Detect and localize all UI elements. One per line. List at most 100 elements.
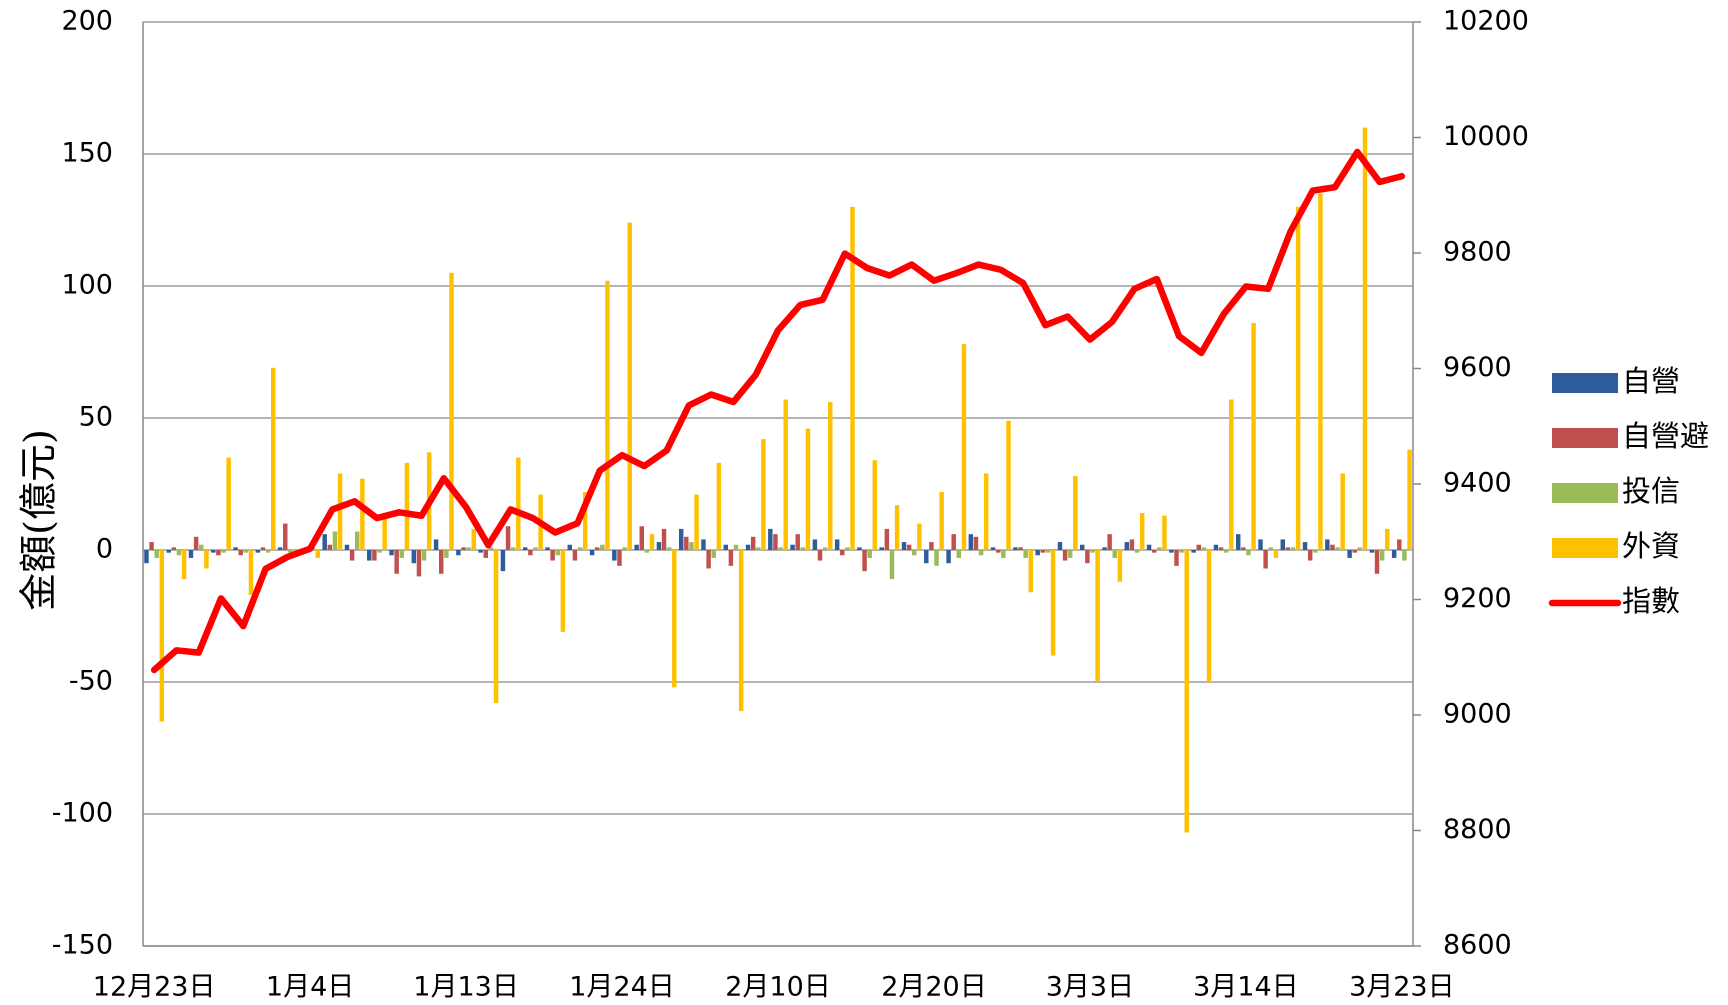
bar [399, 550, 405, 558]
bar [1067, 550, 1073, 558]
bar [1352, 550, 1357, 553]
bar [956, 550, 962, 558]
bar [159, 550, 165, 722]
bar [612, 550, 617, 561]
bar [768, 528, 773, 550]
bar [226, 457, 231, 550]
bar [661, 528, 667, 550]
x-tick-label: 1月24日 [569, 972, 675, 1003]
y2-tick-label: 9800 [1443, 237, 1512, 268]
bar [1251, 322, 1256, 550]
bar [1295, 206, 1301, 551]
bar [694, 494, 699, 550]
bar [1246, 550, 1251, 556]
bar [471, 528, 476, 550]
bar [382, 518, 387, 550]
bar [773, 534, 778, 550]
bar [478, 550, 483, 553]
bar [389, 550, 394, 556]
bar [510, 547, 516, 550]
bar [444, 550, 449, 558]
bar [1057, 542, 1063, 550]
bar [181, 550, 187, 580]
bar [1402, 550, 1407, 561]
bar [421, 550, 427, 561]
bar [1379, 550, 1385, 561]
bar [1157, 547, 1162, 550]
bar [438, 550, 444, 574]
bar [929, 542, 934, 550]
bar [545, 547, 550, 550]
y2-tick-label: 9600 [1443, 352, 1512, 383]
bar [204, 550, 209, 569]
x-tick-label: 3月14日 [1193, 972, 1299, 1003]
bar [411, 550, 417, 564]
bar [1062, 550, 1068, 561]
bar [555, 550, 560, 556]
bar [939, 491, 944, 550]
bar [867, 550, 872, 558]
bar [750, 536, 756, 550]
legend-label: 自營避 [1622, 419, 1709, 453]
legend-label: 外資 [1622, 529, 1680, 563]
bar [567, 544, 573, 550]
bar [1307, 550, 1313, 561]
y2-tick-label: 10000 [1443, 121, 1529, 152]
bar [783, 399, 788, 550]
bar [377, 550, 382, 553]
bar [1385, 528, 1390, 550]
bar [879, 547, 884, 550]
bar [894, 505, 900, 550]
bar [211, 550, 216, 553]
y-tick-label: -50 [69, 666, 113, 697]
y-tick-label: 0 [96, 534, 113, 565]
bar [337, 473, 343, 550]
bar [500, 550, 506, 572]
bar [828, 402, 833, 550]
bar [199, 544, 204, 550]
bar [1028, 550, 1034, 593]
x-tick-label: 3月23日 [1349, 972, 1455, 1003]
bar [684, 536, 689, 550]
bar [193, 536, 199, 550]
bar [1374, 550, 1380, 574]
bar [1290, 547, 1296, 550]
bar [1235, 534, 1241, 550]
bar [1280, 539, 1285, 550]
y-tick-label: 150 [61, 138, 113, 169]
bar [822, 547, 828, 550]
x-tick-label: 12月23日 [93, 972, 216, 1003]
bar [238, 550, 243, 556]
bar [315, 550, 321, 558]
bar [394, 550, 399, 574]
bar [144, 550, 149, 564]
bar [1174, 550, 1179, 566]
bar [1006, 420, 1011, 550]
bar [634, 544, 639, 550]
bar [1080, 544, 1085, 550]
bar [243, 550, 249, 553]
bar [1229, 399, 1234, 550]
bar [761, 439, 766, 550]
x-tick-label: 2月20日 [881, 972, 987, 1003]
bar [817, 550, 823, 561]
bar [946, 550, 951, 564]
bar [1201, 547, 1207, 550]
bar [1347, 550, 1352, 558]
bar [1241, 547, 1246, 550]
bar [649, 534, 655, 550]
bar [1112, 550, 1118, 558]
bar [912, 550, 917, 556]
bar [1001, 550, 1006, 558]
bar [149, 542, 154, 550]
bar [656, 542, 662, 550]
bar [983, 473, 989, 550]
bar [840, 550, 845, 556]
bar [600, 544, 605, 550]
bar [505, 526, 511, 550]
bar [1318, 193, 1323, 550]
bar [1397, 539, 1402, 550]
bar [233, 547, 238, 550]
bar [1258, 539, 1263, 550]
bar [1090, 550, 1095, 553]
